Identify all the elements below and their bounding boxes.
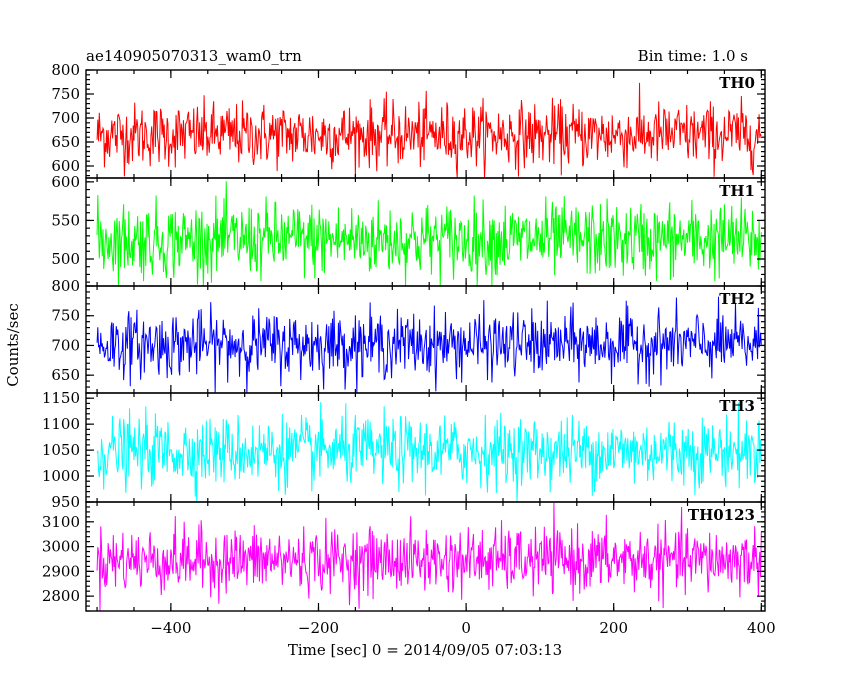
y-tick-label: 600 bbox=[51, 157, 80, 175]
panel-th0: 600 650 700 750 800 TH0 bbox=[51, 61, 766, 179]
bin-time-label: Bin time: 1.0 s bbox=[638, 47, 748, 65]
series-th0 bbox=[96, 82, 762, 178]
x-tick-label: 0 bbox=[461, 619, 471, 637]
y-tick-label: 1100 bbox=[42, 415, 80, 433]
y-tick-label: 2800 bbox=[42, 587, 80, 605]
series-th3 bbox=[96, 402, 762, 502]
y-tick-label: 700 bbox=[51, 109, 80, 127]
y-tick-label: 800 bbox=[51, 277, 80, 295]
chart-title: ae140905070313_wam0_trn bbox=[86, 47, 302, 65]
panel-th2: 650 700 750 800 TH2 bbox=[51, 277, 766, 394]
panel-label-th2: TH2 bbox=[719, 290, 755, 308]
y-tick-label: 2900 bbox=[42, 562, 80, 580]
panel-label-th1: TH1 bbox=[719, 182, 755, 200]
y-tick-label: 700 bbox=[51, 336, 80, 354]
y-tick-label: 500 bbox=[51, 250, 80, 268]
x-tick-label: −400 bbox=[150, 619, 191, 637]
panel-label-th0123: TH0123 bbox=[688, 506, 755, 524]
y-tick-label: 600 bbox=[51, 173, 80, 191]
y-tick-label: 1150 bbox=[42, 389, 80, 407]
panel-label-th0: TH0 bbox=[719, 74, 755, 92]
series-th2 bbox=[96, 296, 762, 393]
x-axis-label: Time [sec] 0 = 2014/09/05 07:03:13 bbox=[288, 641, 562, 659]
y-tick-label: 750 bbox=[51, 85, 80, 103]
y-tick-label: 1000 bbox=[42, 467, 80, 485]
y-tick-label: 950 bbox=[51, 493, 80, 511]
series-th1 bbox=[96, 181, 762, 286]
x-tick-label: −200 bbox=[298, 619, 339, 637]
x-axis: −400 −200 0 200 400 bbox=[150, 619, 775, 637]
y-tick-label: 3100 bbox=[42, 513, 80, 531]
y-tick-label: 3000 bbox=[42, 538, 80, 556]
panel-th1: 500 550 600 TH1 bbox=[51, 173, 766, 287]
y-tick-label: 650 bbox=[51, 366, 80, 384]
panels-layer: 600 650 700 750 800 TH0 500 550 600 TH1 650 700 750 8… bbox=[42, 61, 766, 612]
y-tick-label: 1050 bbox=[42, 441, 80, 459]
series-th0123 bbox=[96, 502, 762, 611]
y-tick-label: 650 bbox=[51, 133, 80, 151]
x-tick-label: 400 bbox=[747, 619, 776, 637]
y-tick-label: 550 bbox=[51, 211, 80, 229]
y-tick-label: 800 bbox=[51, 61, 80, 79]
y-axis-label: Counts/sec bbox=[4, 303, 22, 387]
x-tick-label: 200 bbox=[599, 619, 628, 637]
panel-th0123: 2800 2900 3000 3100 TH0123 bbox=[42, 501, 766, 612]
panel-th3: 950 1000 1050 1100 1150 TH3 bbox=[42, 389, 766, 511]
panel-label-th3: TH3 bbox=[719, 397, 755, 415]
y-tick-label: 750 bbox=[51, 307, 80, 325]
